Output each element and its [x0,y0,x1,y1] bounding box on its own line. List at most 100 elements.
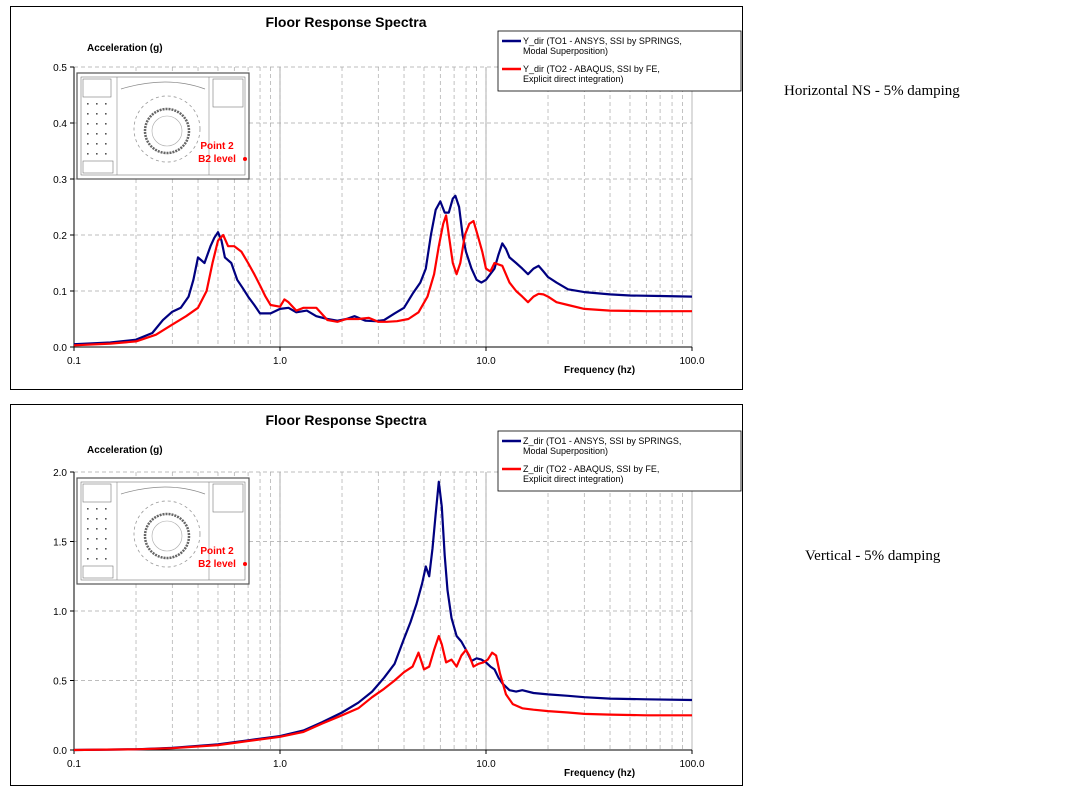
inset-column [96,518,98,520]
caption-vertical: Vertical - 5% damping [805,548,941,564]
inset-column [96,558,98,560]
inset-outer-ring [133,500,201,568]
inset-point-marker [243,562,247,566]
series-line-1 [73,480,693,752]
inset-column [105,153,107,155]
y-axis-label: Acceleration (g) [87,445,163,456]
inset-column [96,538,98,540]
legend-box [497,30,742,92]
inset-inner-wall [80,481,246,581]
inset-column [105,133,107,135]
x-axis-label: Frequency (hz) [564,768,635,779]
chart-title: Floor Response Spectra [265,412,426,428]
y-tick-label: 1.0 [53,607,67,618]
chart-title: Floor Response Spectra [265,14,426,30]
inset-column [87,538,89,540]
inset-column [87,143,89,145]
x-tick-label: 100.0 [679,759,704,770]
x-tick-label: 0.1 [67,759,81,770]
x-tick-label: 10.0 [476,356,496,367]
legend: Z_dir (TO1 - ANSYS, SSI by SPRINGS, Modal… [497,430,742,492]
series-line-2 [73,214,692,347]
inset-room [212,78,244,108]
inset-column [105,518,107,520]
y-tick-label: 0.0 [53,746,67,757]
inset-room [82,565,114,579]
inset-column [96,113,98,115]
inset-level-label: B2 level [198,559,236,570]
y-tick-label: 0.5 [53,63,67,74]
legend: Y_dir (TO1 - ANSYS, SSI by SPRINGS, Modal… [497,30,742,92]
x-tick-label: 0.1 [67,356,81,367]
inset-arc [120,81,206,90]
x-tick-label: 1.0 [273,356,287,367]
inset-point-label: Point 2 [200,141,234,152]
inset-floor-plan: Point 2 B2 level [76,477,250,585]
inset-column [105,508,107,510]
inset-column [105,123,107,125]
inset-frame [76,72,250,180]
y-tick-label: 0.5 [53,677,67,688]
chart-panel-vertical: 0.0 0.5 1.0 1.5 2.0 0.1 1.0 10.0 100.0 Floor Resp… [10,404,743,786]
inset-column [105,103,107,105]
inset-column [87,103,89,105]
y-tick-label: 0.3 [53,175,67,186]
inset-column [96,123,98,125]
inset-room [82,78,112,98]
inset-column [96,528,98,530]
x-axis-label: Frequency (hz) [564,365,635,376]
chart-panel-horizontal: 0.0 0.1 0.2 0.3 0.4 0.5 0.1 1.0 10.0 100.0 Floor R… [10,6,743,390]
inset-floor-plan: Point 2 B2 level [76,72,250,180]
inset-column [105,528,107,530]
inset-column [87,508,89,510]
inset-column [87,518,89,520]
series-line-2 [73,634,692,752]
inset-core-inner [151,115,183,147]
inset-room [212,483,244,513]
chart-svg-vertical: 0.0 0.5 1.0 1.5 2.0 0.1 1.0 10.0 100.0 Floor Resp… [53,412,742,779]
y-tick-label: 2.0 [53,468,67,479]
inset-outer-ring [133,95,201,163]
x-tick-label: 100.0 [679,356,704,367]
y-tick-label: 1.5 [53,538,67,549]
y-axis-label: Acceleration (g) [87,43,163,54]
inset-column [87,548,89,550]
legend-entry-2: Z_dir (TO2 - ABAQUS, SSI by FE, Explicit … [523,464,659,484]
inset-column [87,123,89,125]
inset-point-marker [243,157,247,161]
legend-entry-1: Y_dir (TO1 - ANSYS, SSI by SPRINGS, Modal… [523,36,682,56]
y-tick-label: 0.4 [53,119,67,130]
inset-frame [76,477,250,585]
legend-entry-1: Z_dir (TO1 - ANSYS, SSI by SPRINGS, Modal… [523,436,681,456]
inset-arc [120,486,206,495]
y-tick-label: 0.1 [53,287,67,298]
caption-horizontal: Horizontal NS - 5% damping [784,83,960,99]
inset-column [105,143,107,145]
inset-column [105,113,107,115]
inset-inner-wall [80,76,246,176]
inset-column [87,133,89,135]
y-tick-label: 0.2 [53,231,67,242]
inset-column [87,153,89,155]
inset-column [87,528,89,530]
series-line-1 [73,194,693,346]
inset-core-ring [143,107,191,155]
legend-entry-2: Y_dir (TO2 - ABAQUS, SSI by FE, Explicit … [523,64,660,84]
inset-column [105,548,107,550]
grid-lines [74,67,692,347]
inset-column [96,133,98,135]
inset-room [82,483,112,503]
inset-room [82,160,114,174]
inset-column [105,558,107,560]
inset-column [87,113,89,115]
inset-core-ring [143,512,191,560]
inset-column [96,143,98,145]
inset-column [96,508,98,510]
inset-column [96,548,98,550]
inset-column [96,153,98,155]
inset-column [87,558,89,560]
inset-core-inner [151,520,183,552]
legend-box [497,430,742,492]
inset-column [105,538,107,540]
